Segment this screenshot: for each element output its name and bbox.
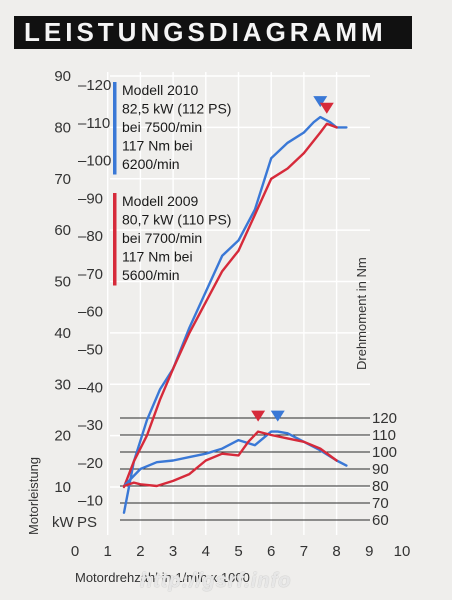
nm-tick-label: 120 [372,410,397,427]
ps-tick-label: –20 [78,455,103,472]
ps-tick-label: –10 [78,493,103,510]
x-tick-label: 2 [136,543,144,560]
ps-tick-label: –40 [78,379,103,396]
x-tick-label: 5 [234,543,242,560]
nm-tick-label: 90 [372,461,389,478]
tick-labels: 102030405060708090–10–20–30–40–50–60–70–… [52,68,410,560]
legend-text-line: 117 Nm bei [122,249,193,265]
ps-tick-label: –120 [78,77,111,94]
page-title: LEISTUNGSDIAGRAMM [14,16,412,49]
kw-tick-label: 40 [54,325,71,342]
ps-tick-label: –30 [78,417,103,434]
kw-tick-label: 90 [54,68,71,85]
series-line-torque-2010 [122,430,348,488]
x-tick-label: 0 [71,543,79,560]
kw-tick-label: 30 [54,376,71,393]
kw-tick-label: 70 [54,171,71,188]
peak-marker [251,410,266,422]
x-tick-label: 1 [104,543,112,560]
legend-text-line: Modell 2010 [122,82,198,98]
ps-tick-label: –110 [78,115,110,132]
nm-tick-label: 100 [372,444,397,461]
nm-tick-label: 110 [372,427,396,444]
ps-tick-label: –70 [78,266,103,283]
watermark: http://gsrf.info [140,570,292,592]
series-line-power-2009 [122,122,338,489]
series-line-power-2010 [122,115,348,514]
ps-tick-label: –90 [78,190,103,207]
ps-tick-label: –50 [78,341,103,358]
x-tick-label: 4 [202,543,210,560]
nm-tick-label: 70 [372,495,389,512]
legend-text-line: 82,5 kW (112 PS) [122,101,231,117]
legend-text-line: Modell 2009 [122,193,198,209]
grid [106,72,370,535]
x-tick-label: 8 [332,543,340,560]
ps-unit-label: PS [77,514,97,531]
kw-tick-label: 80 [54,119,71,136]
kw-tick-label: 50 [54,274,71,291]
x-tick-label: 9 [365,543,373,560]
y-axis-left-title: Motorleistung [26,457,41,535]
nm-tick-label: 60 [372,512,389,529]
legend-text-line: 80,7 kW (110 PS) [122,212,231,228]
kw-tick-label: 60 [54,222,71,239]
kw-tick-label: 10 [54,479,71,496]
ps-tick-label: –60 [78,304,103,321]
x-tick-label: 3 [169,543,177,560]
peak-marker [313,96,328,108]
series-lines [122,115,348,514]
legend-color-bar [113,82,117,175]
legend-color-bar [113,193,117,286]
series-line-torque-2009 [122,430,338,488]
nm-tick-label: 80 [372,478,389,495]
peak-markers [251,96,334,422]
legend-text-line: 6200/min [122,156,180,172]
ps-tick-label: –100 [78,153,111,170]
ps-tick-label: –80 [78,228,103,245]
legend-text-line: bei 7700/min [122,230,202,246]
peak-marker [270,410,285,422]
y-axis-right-title: Drehmoment in Nm [354,257,369,370]
kw-tick-label: 20 [54,428,71,445]
kw-unit-label: kW [52,514,75,531]
x-tick-label: 10 [394,543,411,560]
legend: Modell 2010 82,5 kW (112 PS) bei 7500/min 1… [113,82,231,286]
axis-titles: Motordrehzahl in 1/min x 1000 Motorleistu… [26,257,369,585]
legend-text-line: 117 Nm bei [122,138,193,154]
x-axis-title: Motordrehzahl in 1/min x 1000 [75,570,250,585]
x-tick-label: 6 [267,543,275,560]
legend-text-line: bei 7500/min [122,119,202,135]
x-tick-label: 7 [300,543,308,560]
legend-text-line: 5600/min [122,267,180,283]
peak-marker [319,102,334,114]
